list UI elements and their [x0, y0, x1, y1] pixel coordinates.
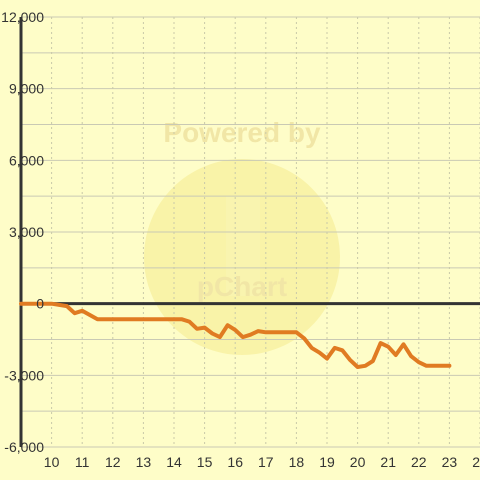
- grid: [21, 16, 480, 448]
- x-tick-label: 17: [258, 454, 274, 470]
- x-tick-label: 12: [105, 454, 121, 470]
- x-tick-label: 19: [319, 454, 335, 470]
- x-tick-label: 24: [472, 454, 480, 470]
- x-tick-label: 10: [44, 454, 60, 470]
- x-tick-label: 14: [166, 454, 182, 470]
- y-tick-label: 9,000: [9, 81, 44, 97]
- pchart-watermark: Powered by pChart: [144, 117, 340, 355]
- x-tick-label: 16: [227, 454, 243, 470]
- x-tick-label: 15: [197, 454, 213, 470]
- watermark-line-1: Powered by: [163, 117, 321, 148]
- axes: [19, 17, 480, 447]
- x-tick-label: 18: [289, 454, 305, 470]
- watermark-line-2: pChart: [197, 271, 287, 302]
- x-tick-label: 20: [350, 454, 366, 470]
- series-line: [19, 301, 452, 369]
- y-tick-label: -6,000: [4, 439, 44, 455]
- x-tick-label: 23: [442, 454, 458, 470]
- y-tick-label: 6,000: [9, 152, 44, 168]
- series-layer: [19, 301, 452, 369]
- y-tick-label: -3,000: [4, 367, 44, 383]
- y-tick-label: 3,000: [9, 224, 44, 240]
- y-tick-label: 12,000: [1, 9, 44, 25]
- x-tick-label: 11: [75, 454, 90, 470]
- x-tick-label: 22: [411, 454, 427, 470]
- y-tick-label: 0: [36, 296, 44, 312]
- x-tick-label: 21: [380, 454, 396, 470]
- x-tick-label: 13: [136, 454, 152, 470]
